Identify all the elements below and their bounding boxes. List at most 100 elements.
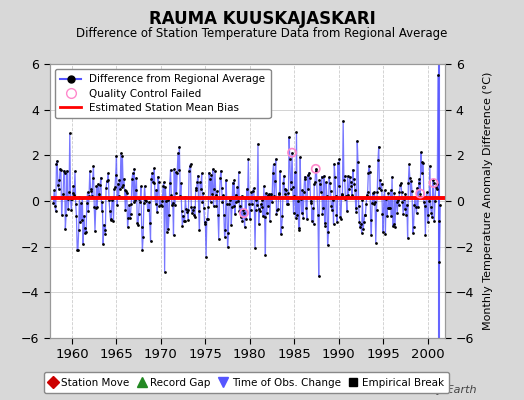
Point	[381, 230, 389, 237]
Point	[417, 149, 425, 155]
Point	[419, 160, 428, 166]
Point	[126, 215, 134, 222]
Point	[172, 189, 181, 196]
Point	[230, 203, 238, 209]
Point	[352, 205, 360, 212]
Point	[390, 190, 398, 196]
Point	[72, 213, 81, 219]
Point	[427, 210, 435, 216]
Point	[153, 209, 161, 215]
Point	[167, 191, 176, 198]
Point	[334, 159, 342, 166]
Point	[320, 173, 328, 179]
Point	[323, 242, 332, 248]
Point	[226, 197, 234, 203]
Point	[173, 170, 181, 176]
Point	[257, 204, 266, 210]
Point	[124, 214, 133, 221]
Point	[228, 204, 236, 210]
Point	[151, 201, 160, 207]
Point	[289, 210, 298, 216]
Point	[270, 192, 278, 199]
Point	[305, 169, 313, 176]
Point	[331, 174, 339, 180]
Point	[424, 212, 432, 218]
Point	[209, 203, 217, 209]
Point	[77, 200, 85, 206]
Point	[373, 189, 381, 196]
Point	[377, 187, 385, 194]
Point	[107, 216, 115, 222]
Point	[86, 186, 95, 192]
Point	[411, 195, 419, 201]
Point	[58, 212, 66, 218]
Point	[330, 160, 339, 167]
Point	[357, 221, 365, 228]
Point	[94, 191, 103, 198]
Point	[337, 216, 345, 222]
Point	[348, 192, 356, 198]
Point	[94, 181, 102, 188]
Point	[265, 190, 274, 197]
Point	[323, 193, 331, 200]
Point	[146, 220, 154, 226]
Point	[275, 190, 283, 196]
Point	[421, 231, 430, 238]
Point	[85, 192, 93, 199]
Point	[195, 226, 204, 233]
Point	[180, 218, 188, 224]
Point	[277, 231, 285, 237]
Point	[407, 178, 416, 184]
Point	[132, 186, 140, 193]
Point	[434, 72, 442, 79]
Point	[92, 204, 100, 211]
Point	[430, 217, 439, 224]
Point	[380, 195, 388, 201]
Point	[70, 192, 79, 198]
Point	[269, 170, 277, 176]
Point	[357, 229, 366, 236]
Point	[157, 202, 166, 209]
Point	[383, 213, 391, 219]
Point	[198, 199, 206, 205]
Point	[179, 212, 188, 219]
Point	[190, 212, 199, 218]
Point	[287, 185, 295, 192]
Point	[130, 166, 138, 172]
Point	[404, 180, 412, 186]
Point	[160, 179, 168, 185]
Point	[276, 168, 285, 174]
Point	[311, 178, 319, 185]
Point	[69, 183, 78, 190]
Point	[222, 177, 231, 183]
Point	[384, 205, 392, 211]
Point	[406, 175, 414, 181]
Point	[128, 170, 137, 176]
Point	[168, 202, 176, 208]
Point	[429, 177, 437, 183]
Point	[119, 182, 127, 188]
Point	[375, 144, 383, 150]
Point	[351, 187, 359, 193]
Point	[232, 198, 241, 205]
Point	[217, 168, 225, 174]
Point	[110, 186, 118, 192]
Point	[64, 206, 72, 212]
Point	[117, 184, 126, 190]
Point	[354, 159, 362, 166]
Point	[60, 170, 69, 176]
Point	[123, 190, 131, 196]
Point	[287, 178, 296, 185]
Point	[355, 219, 364, 226]
Point	[84, 208, 93, 214]
Point	[321, 222, 330, 229]
Point	[146, 238, 155, 244]
Point	[177, 180, 185, 187]
Point	[188, 210, 196, 216]
Point	[180, 218, 189, 225]
Point	[244, 195, 252, 202]
Point	[248, 188, 257, 194]
Point	[162, 228, 171, 235]
Point	[413, 185, 421, 192]
Point	[51, 203, 59, 209]
